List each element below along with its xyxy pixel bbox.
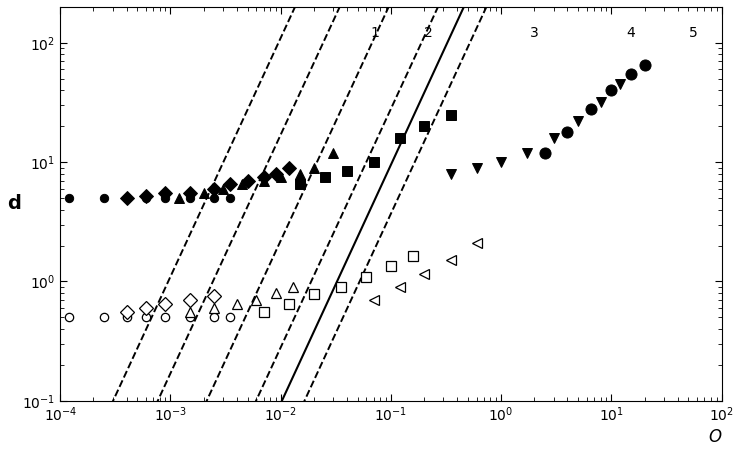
Text: 1: 1: [370, 27, 379, 40]
Text: 5: 5: [688, 27, 697, 40]
Y-axis label: d: d: [7, 194, 21, 213]
Text: 3: 3: [530, 27, 539, 40]
Text: 4: 4: [626, 27, 635, 40]
Text: 2: 2: [425, 27, 433, 40]
Text: O: O: [708, 428, 722, 446]
